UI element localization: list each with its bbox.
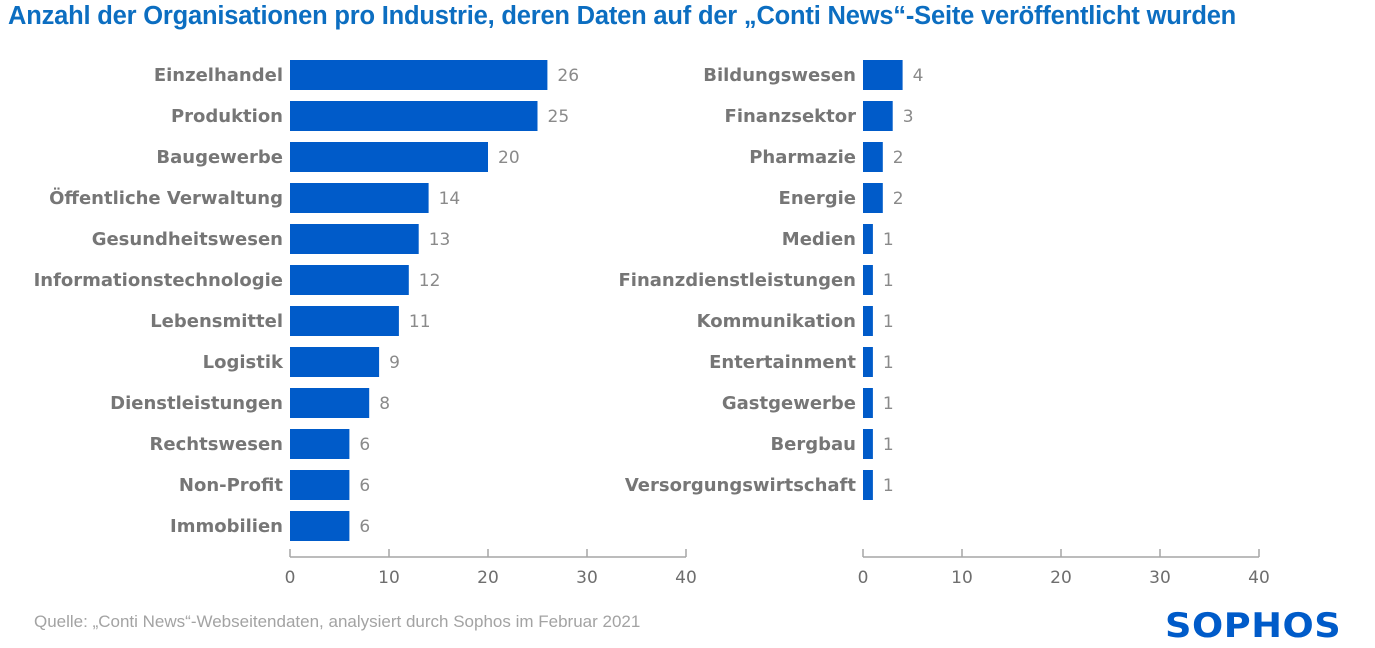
category-label: Non-Profit bbox=[179, 475, 283, 496]
data-label: 25 bbox=[548, 107, 570, 127]
x-tick-label: 0 bbox=[285, 568, 296, 588]
bar bbox=[290, 470, 350, 500]
bar bbox=[863, 183, 883, 213]
category-label: Entertainment bbox=[709, 352, 856, 373]
x-tick-label: 20 bbox=[477, 568, 499, 588]
bar bbox=[863, 347, 873, 377]
x-tick-label: 40 bbox=[1248, 568, 1270, 588]
category-label: Medien bbox=[782, 229, 856, 250]
data-label: 12 bbox=[419, 271, 441, 291]
category-label: Öffentliche Verwaltung bbox=[49, 187, 283, 209]
data-label: 6 bbox=[359, 435, 370, 455]
bar bbox=[290, 429, 350, 459]
bar bbox=[290, 388, 370, 418]
category-label: Kommunikation bbox=[697, 311, 856, 332]
category-label: Produktion bbox=[171, 106, 283, 127]
category-label: Lebensmittel bbox=[150, 311, 283, 332]
bar bbox=[863, 265, 873, 295]
bar bbox=[290, 224, 419, 254]
x-tick-label: 30 bbox=[576, 568, 598, 588]
data-label: 1 bbox=[883, 476, 894, 496]
category-label: Versorgungswirtschaft bbox=[625, 475, 857, 496]
data-label: 14 bbox=[439, 189, 461, 209]
bar bbox=[863, 101, 893, 131]
category-label: Informationstechnologie bbox=[34, 270, 283, 291]
data-label: 1 bbox=[883, 271, 894, 291]
data-label: 1 bbox=[883, 353, 894, 373]
source-note: Quelle: „Conti News“-Webseitendaten, ana… bbox=[34, 612, 641, 631]
category-label: Finanzsektor bbox=[725, 106, 857, 127]
bar bbox=[290, 101, 538, 131]
data-label: 13 bbox=[429, 230, 451, 250]
data-label: 4 bbox=[913, 66, 924, 86]
bar bbox=[863, 142, 883, 172]
data-label: 6 bbox=[359, 476, 370, 496]
data-label: 26 bbox=[557, 66, 579, 86]
data-label: 1 bbox=[883, 394, 894, 414]
x-tick-label: 10 bbox=[951, 568, 973, 588]
bar bbox=[863, 224, 873, 254]
category-label: Energie bbox=[779, 188, 856, 209]
bar bbox=[290, 306, 399, 336]
category-label: Finanzdienstleistungen bbox=[618, 270, 856, 291]
category-label: Rechtswesen bbox=[150, 434, 283, 455]
bar bbox=[863, 60, 903, 90]
sophos-logo: SOPHOS bbox=[1165, 606, 1342, 646]
data-label: 1 bbox=[883, 230, 894, 250]
category-label: Gesundheitswesen bbox=[92, 229, 283, 250]
data-label: 2 bbox=[893, 148, 904, 168]
x-tick-label: 0 bbox=[858, 568, 869, 588]
category-label: Pharmazie bbox=[749, 147, 856, 168]
x-tick-label: 20 bbox=[1050, 568, 1072, 588]
bar bbox=[290, 265, 409, 295]
chart-title: Anzahl der Organisationen pro Industrie,… bbox=[8, 2, 1237, 30]
bar bbox=[290, 60, 548, 90]
category-label: Gastgewerbe bbox=[722, 393, 856, 414]
x-tick-label: 30 bbox=[1149, 568, 1171, 588]
category-label: Bildungswesen bbox=[703, 65, 856, 86]
bar bbox=[290, 511, 350, 541]
bar bbox=[290, 183, 429, 213]
category-label: Bergbau bbox=[770, 434, 856, 455]
bar bbox=[290, 142, 488, 172]
bar bbox=[863, 470, 873, 500]
category-label: Dienstleistungen bbox=[110, 393, 283, 414]
data-label: 11 bbox=[409, 312, 431, 332]
bar bbox=[863, 306, 873, 336]
x-tick-label: 10 bbox=[378, 568, 400, 588]
data-label: 6 bbox=[359, 517, 370, 537]
bar bbox=[863, 429, 873, 459]
data-label: 8 bbox=[379, 394, 390, 414]
data-label: 2 bbox=[893, 189, 904, 209]
data-label: 20 bbox=[498, 148, 520, 168]
bar bbox=[290, 347, 380, 377]
category-label: Einzelhandel bbox=[154, 65, 283, 86]
data-label: 3 bbox=[903, 107, 914, 127]
category-label: Logistik bbox=[203, 352, 284, 373]
bar bbox=[863, 388, 873, 418]
category-label: Immobilien bbox=[170, 516, 283, 537]
x-tick-label: 40 bbox=[675, 568, 697, 588]
data-label: 1 bbox=[883, 312, 894, 332]
data-label: 1 bbox=[883, 435, 894, 455]
data-label: 9 bbox=[389, 353, 400, 373]
category-label: Baugewerbe bbox=[156, 147, 283, 168]
